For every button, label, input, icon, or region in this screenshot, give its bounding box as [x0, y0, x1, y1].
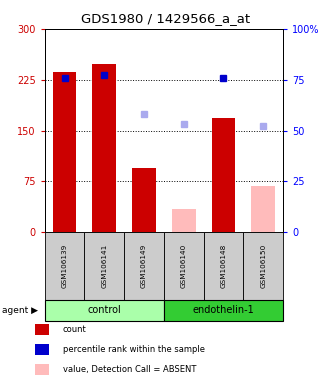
Text: control: control: [87, 305, 121, 315]
Bar: [132, 168, 156, 232]
Bar: [251, 186, 275, 232]
Bar: [53, 71, 76, 232]
Text: GSM106140: GSM106140: [181, 244, 187, 288]
Text: GSM106139: GSM106139: [62, 244, 68, 288]
Bar: [92, 64, 116, 232]
Text: endothelin-1: endothelin-1: [193, 305, 254, 315]
Text: GSM106141: GSM106141: [101, 244, 107, 288]
Text: GSM106148: GSM106148: [220, 244, 226, 288]
Text: percentile rank within the sample: percentile rank within the sample: [63, 345, 205, 354]
Text: count: count: [63, 325, 87, 334]
Text: value, Detection Call = ABSENT: value, Detection Call = ABSENT: [63, 365, 196, 374]
Bar: [172, 209, 196, 232]
Text: agent ▶: agent ▶: [2, 306, 38, 314]
Bar: [212, 118, 235, 232]
Text: GSM106149: GSM106149: [141, 244, 147, 288]
Text: GSM106150: GSM106150: [260, 244, 266, 288]
Text: GDS1980 / 1429566_a_at: GDS1980 / 1429566_a_at: [81, 12, 250, 25]
